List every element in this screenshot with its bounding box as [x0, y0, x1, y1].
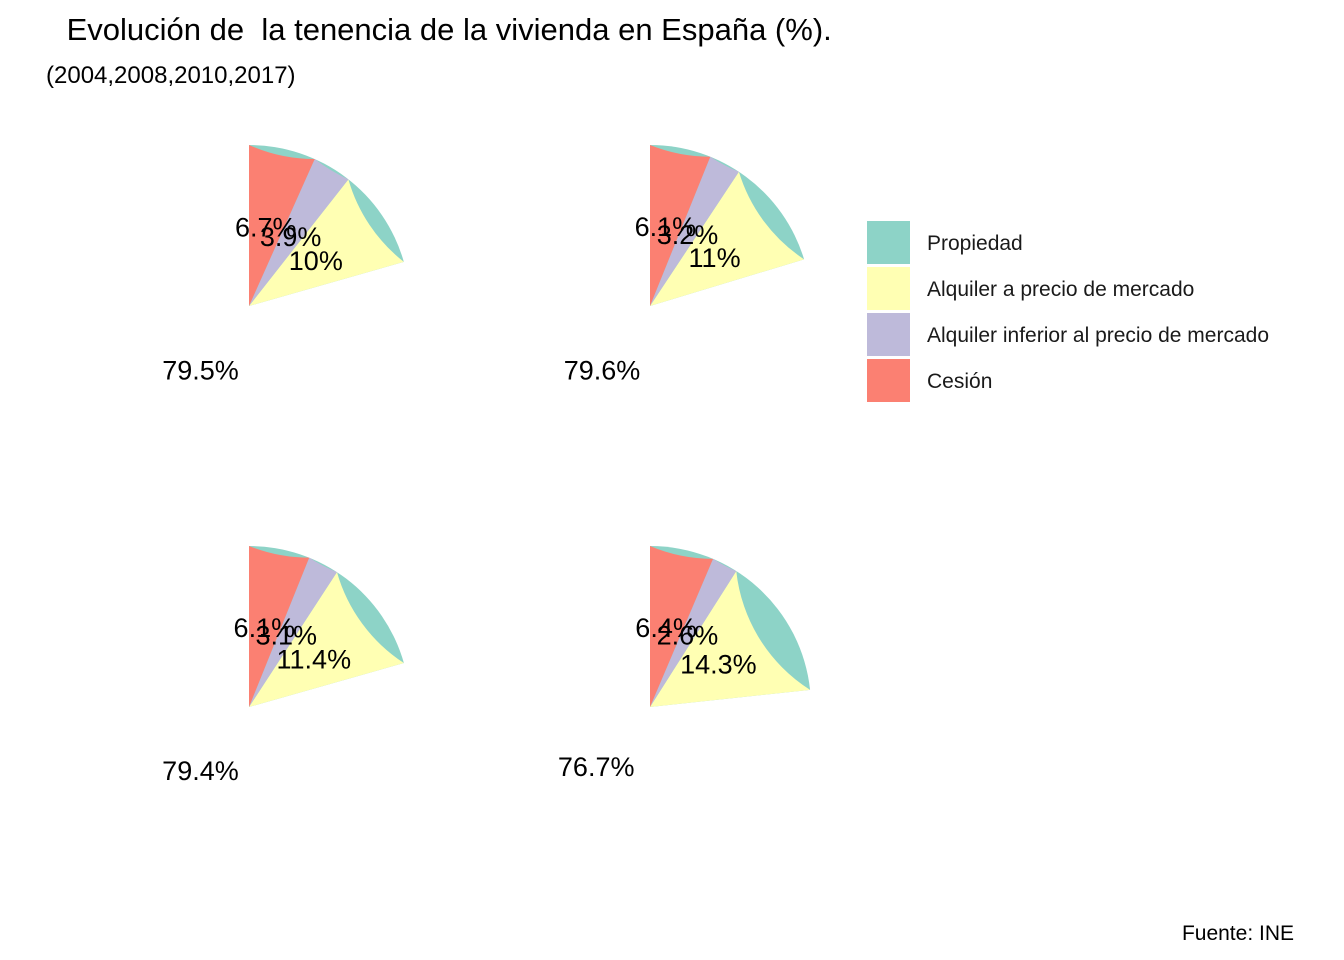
pie-3-slice-alquiler-inferior [249, 557, 337, 707]
pie-1-label-alquiler-mercado: 10% [289, 246, 343, 276]
pie-2-slice-cesion [650, 145, 711, 306]
pie-4-slice-cesion [650, 546, 714, 707]
pie-1-slice-alquiler-inferior [249, 159, 349, 306]
pie-2-slice-alquiler-mercado [650, 171, 805, 306]
pie-4-label-alquiler-mercado: 14.3% [680, 650, 757, 680]
pie-1-slice-alquiler-mercado [249, 179, 404, 306]
chart-title: Evolución de la tenencia de la vivienda … [58, 12, 832, 47]
pie-2-label-propiedad: 79.6% [564, 356, 641, 386]
pie-4-label-propiedad: 76.7% [558, 752, 635, 782]
pie-4-slice-alquiler-mercado [650, 571, 811, 707]
chart-subtitle: (2004,2008,2010,2017) [46, 62, 296, 89]
legend-label-alquiler-inferior: Alquiler inferior al precio de mercado [927, 324, 1269, 347]
pie-3-slice-alquiler-mercado [249, 572, 404, 707]
pie-3-slice-cesion [249, 546, 310, 707]
pie-2-label-alquiler-mercado: 11% [689, 243, 741, 273]
pie-1-slice-cesion [249, 145, 315, 306]
pie-4-slice-alquiler-inferior [650, 558, 737, 707]
pie-2-slice-alquiler-inferior [650, 156, 739, 306]
legend-key-propiedad [867, 221, 910, 264]
pie-3-label-cesion: 6.1% [234, 613, 296, 643]
pie-3-label-alquiler-mercado: 11.4% [277, 644, 352, 674]
legend-key-alquiler-mercado [867, 267, 910, 310]
legend-label-propiedad: Propiedad [927, 232, 1023, 255]
pie-3-label-alquiler-inferior: 3.1% [255, 621, 317, 651]
legend-key-alquiler-inferior [867, 313, 910, 356]
pie-1-label-cesion: 6.7% [235, 212, 297, 242]
pie-3-label-propiedad: 79.4% [162, 756, 239, 786]
legend-label-alquiler-mercado: Alquiler a precio de mercado [927, 278, 1195, 301]
source-caption: Fuente: INE [1181, 922, 1294, 945]
pie-2-label-cesion: 6.1% [635, 212, 697, 242]
legend-key-cesion [867, 359, 910, 402]
legend-label-cesion: Cesión [927, 370, 993, 393]
pie-4-label-alquiler-inferior: 2.6% [657, 621, 719, 651]
pie-4-label-cesion: 6.4% [635, 613, 697, 643]
pie-1-label-propiedad: 79.5% [162, 355, 239, 385]
pie-2-label-alquiler-inferior: 3.2% [657, 220, 719, 250]
pie-1-label-alquiler-inferior: 3.9% [260, 222, 322, 252]
pie-charts: 79.5%10%3.9%6.7%79.6%11%3.2%6.1%79.4%11.… [162, 145, 811, 786]
